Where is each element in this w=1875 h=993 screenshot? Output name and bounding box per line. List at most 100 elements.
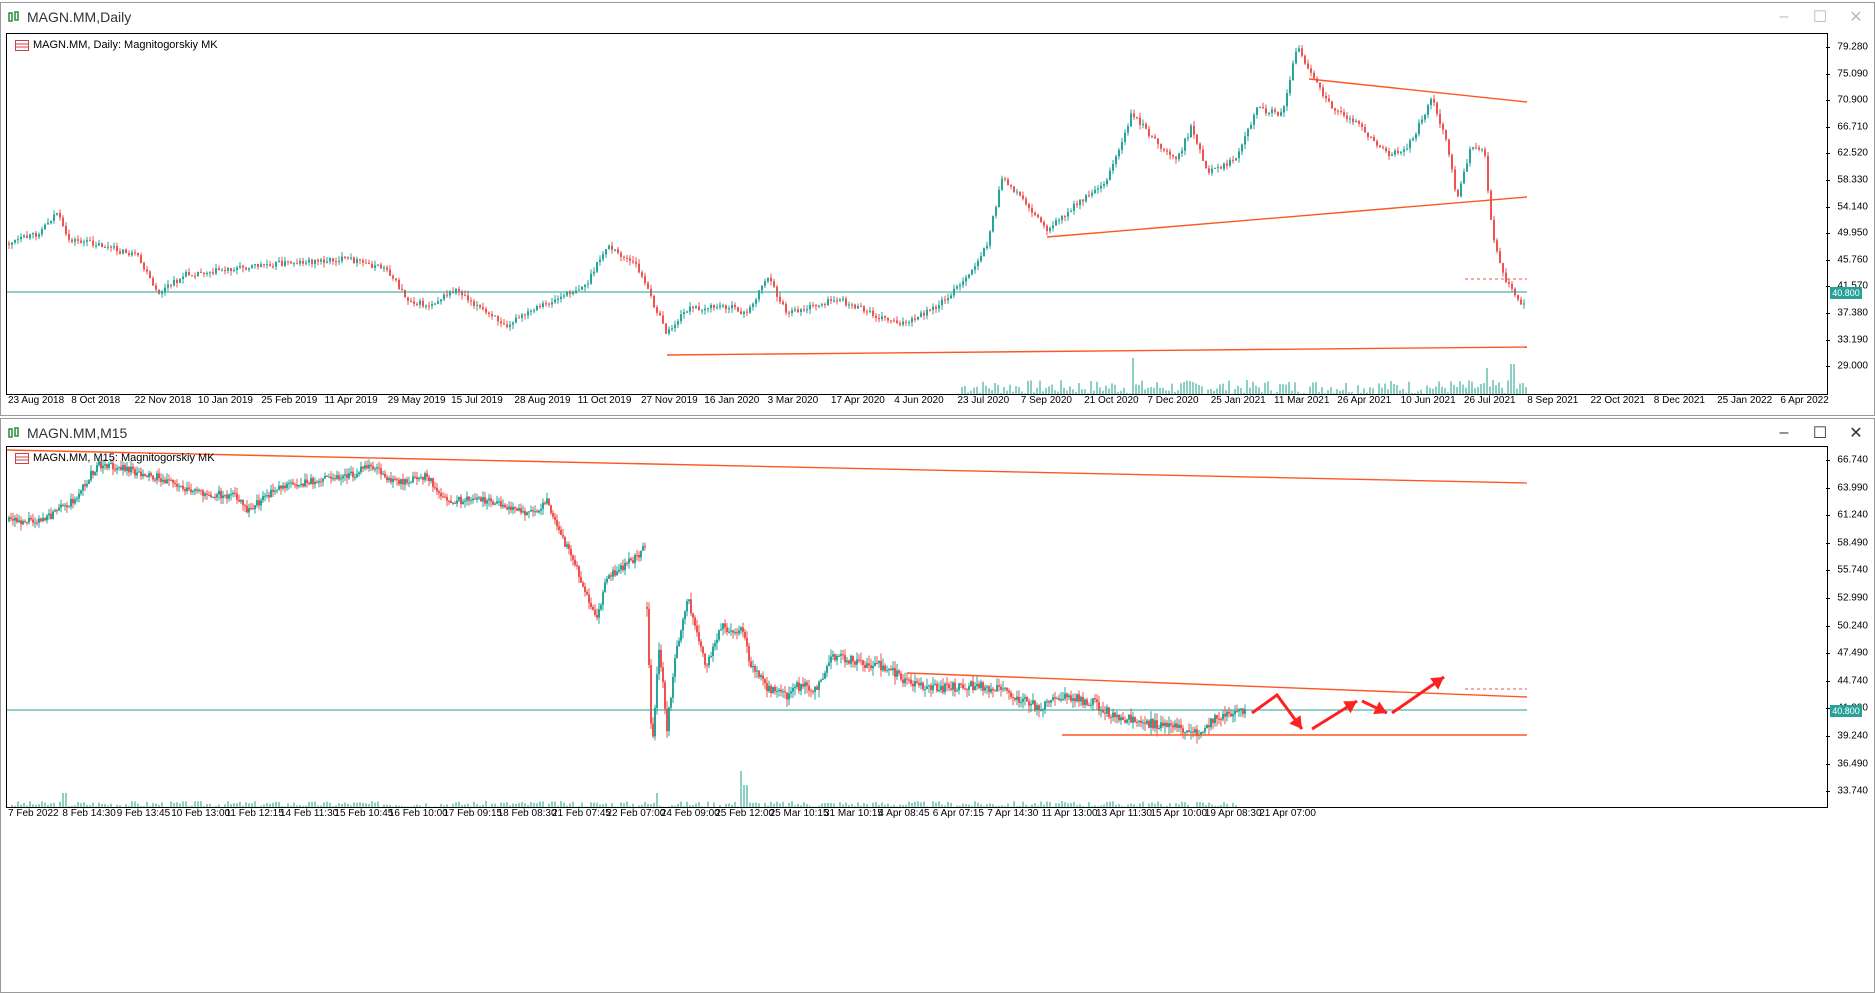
price-candle [149, 270, 151, 278]
price-candle [266, 489, 268, 498]
price-candle [428, 475, 430, 486]
price-candle [642, 543, 644, 551]
price-candle [245, 267, 247, 271]
price-candle [617, 247, 619, 254]
price-candle [905, 320, 907, 326]
forecast-arrow-up[interactable] [1312, 701, 1357, 729]
price-candle [653, 294, 655, 308]
maximize-button[interactable]: ☐ [1802, 3, 1838, 31]
price-candle [730, 623, 732, 636]
forecast-arrow-down[interactable] [1252, 695, 1302, 729]
price-candle [302, 483, 304, 488]
price-candle [941, 297, 943, 310]
price-candle [902, 317, 904, 326]
price-candle [150, 472, 152, 478]
price-candle [882, 658, 884, 672]
forecast-arrow-dip[interactable] [1362, 701, 1387, 714]
close-button[interactable]: ✕ [1838, 3, 1874, 31]
price-candle [608, 244, 610, 249]
price-candle [904, 673, 906, 687]
bottom-support-line[interactable] [667, 347, 1527, 355]
price-candle [1158, 725, 1160, 730]
price-candle [906, 672, 908, 685]
price-candle [968, 683, 970, 696]
time-tick-label: 23 Jul 2020 [958, 395, 1010, 406]
price-candle [846, 657, 848, 665]
price-candle [126, 462, 128, 476]
price-candle [824, 671, 826, 679]
daily-chart-window[interactable]: MAGN.MM,Daily – ☐ ✕ MAGN.MM, Daily: Magn… [0, 2, 1875, 416]
time-tick-label: 15 Apr 10:00 [1150, 808, 1207, 819]
price-candle [302, 258, 304, 266]
time-tick-label: 10 Feb 13:00 [171, 808, 230, 819]
price-candle [964, 683, 966, 690]
price-candle [780, 684, 782, 696]
price-candle [1116, 711, 1118, 724]
price-candle [22, 519, 24, 525]
price-candle [954, 678, 956, 696]
support-trendline[interactable] [1047, 197, 1527, 237]
m15-plot-area[interactable]: MAGN.MM, M15: Magnitogorskiy MK [6, 446, 1828, 808]
price-candle [65, 222, 67, 236]
price-candle [1448, 139, 1450, 157]
price-candle [815, 304, 817, 311]
price-candle [58, 504, 60, 511]
price-candle [239, 262, 241, 269]
maximize-button[interactable]: ☐ [1802, 419, 1838, 447]
price-candle [95, 242, 97, 249]
price-candle [590, 598, 592, 610]
price-candle [572, 290, 574, 295]
daily-time-axis[interactable]: 23 Aug 2018 8 Oct 2018 22 Nov 2018 10 Jan 2… [6, 395, 1826, 411]
price-candle [430, 478, 432, 484]
price-candle [1061, 215, 1063, 224]
price-candle [1268, 112, 1270, 116]
price-candle [368, 260, 370, 265]
resistance-trendline[interactable] [7, 450, 1527, 483]
price-candle [776, 687, 778, 698]
price-candle [524, 508, 526, 521]
daily-titlebar[interactable]: MAGN.MM,Daily – ☐ ✕ [1, 3, 1874, 31]
price-candle [482, 303, 484, 311]
price-candle [502, 499, 504, 508]
price-candle [56, 213, 58, 216]
price-candle [898, 669, 900, 676]
price-candle [158, 468, 160, 482]
forecast-arrow-target[interactable] [1392, 677, 1444, 713]
price-candle [116, 243, 118, 256]
m15-time-axis[interactable]: 7 Feb 2022 8 Feb 14:30 9 Feb 13:45 10 Feb 1… [6, 808, 1826, 824]
price-candle [378, 462, 380, 474]
resistance-trendline[interactable] [1309, 79, 1527, 102]
minimize-button[interactable]: – [1766, 419, 1802, 447]
price-candle [182, 480, 184, 491]
price-candle [550, 505, 552, 515]
price-candle [298, 485, 300, 488]
daily-plot-area[interactable]: MAGN.MM, Daily: Magnitogorskiy MK [6, 33, 1828, 395]
price-candle [359, 259, 361, 264]
m15-titlebar[interactable]: MAGN.MM,M15 – ☐ ✕ [1, 419, 1874, 447]
price-candle [38, 515, 40, 527]
price-candle [1160, 143, 1162, 151]
price-candle [206, 271, 208, 276]
price-candle [306, 474, 308, 488]
price-candle [1277, 112, 1279, 117]
close-button[interactable]: ✕ [1838, 419, 1874, 447]
price-candle [602, 251, 604, 262]
price-candle [312, 476, 314, 489]
price-candle [578, 565, 580, 583]
price-tick-mark [1826, 340, 1830, 341]
price-candle [958, 683, 960, 695]
price-candle [972, 676, 974, 694]
price-candle [1036, 703, 1038, 716]
price-candle [47, 218, 49, 224]
price-candle [1259, 106, 1261, 108]
m15-price-axis[interactable]: 66.740 63.990 61.240 58.490 55.740 52.990 50.2… [1826, 446, 1875, 806]
price-candle [479, 304, 481, 309]
price-candle [962, 277, 964, 288]
price-candle [1072, 694, 1074, 708]
minimize-button[interactable]: – [1766, 3, 1802, 31]
daily-price-axis[interactable]: 79.280 75.090 70.900 66.710 62.520 58.330 54.1… [1826, 33, 1875, 393]
price-candle [1475, 143, 1477, 150]
price-candle [952, 681, 954, 696]
price-candle [1166, 148, 1168, 155]
m15-chart-window[interactable]: MAGN.MM,M15 – ☐ ✕ MAGN.MM, M15: Magnitog… [0, 418, 1875, 993]
